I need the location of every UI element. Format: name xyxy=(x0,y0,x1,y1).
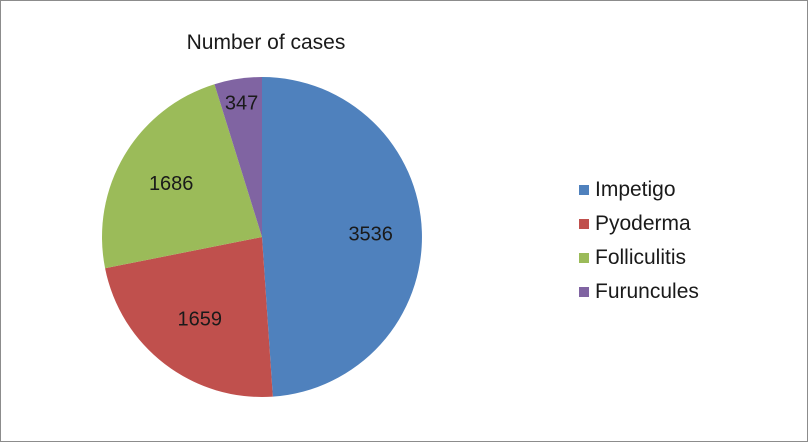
legend-swatch-impetigo xyxy=(579,185,589,195)
legend-item-folliculitis: Folliculitis xyxy=(579,241,699,275)
pie-slice-pyoderma xyxy=(105,237,273,397)
chart-title: Number of cases xyxy=(186,31,346,54)
legend-swatch-pyoderma xyxy=(579,219,589,229)
legend-item-impetigo: Impetigo xyxy=(579,173,699,207)
legend: Impetigo Pyoderma Folliculitis Furuncule… xyxy=(579,173,699,309)
pie-slice-folliculitis xyxy=(102,84,262,269)
legend-item-pyoderma: Pyoderma xyxy=(579,207,699,241)
data-label-furuncules: 347 xyxy=(225,93,258,115)
pie-slice-impetigo xyxy=(262,77,422,397)
pie-slice-furuncules xyxy=(214,77,262,237)
legend-swatch-furuncules xyxy=(579,287,589,297)
legend-item-furuncules: Furuncules xyxy=(579,275,699,309)
legend-label-folliculitis: Folliculitis xyxy=(595,246,687,269)
legend-swatch-folliculitis xyxy=(579,253,589,263)
pie-data-labels: 3536 1659 1686 347 xyxy=(149,93,393,331)
legend-label-pyoderma: Pyoderma xyxy=(595,212,691,235)
data-label-folliculitis: 1686 xyxy=(149,173,194,195)
data-label-impetigo: 3536 xyxy=(348,223,393,245)
data-label-pyoderma: 1659 xyxy=(178,308,223,330)
legend-label-furuncules: Furuncules xyxy=(595,280,699,303)
pie-slices xyxy=(102,77,422,397)
legend-label-impetigo: Impetigo xyxy=(595,178,676,201)
